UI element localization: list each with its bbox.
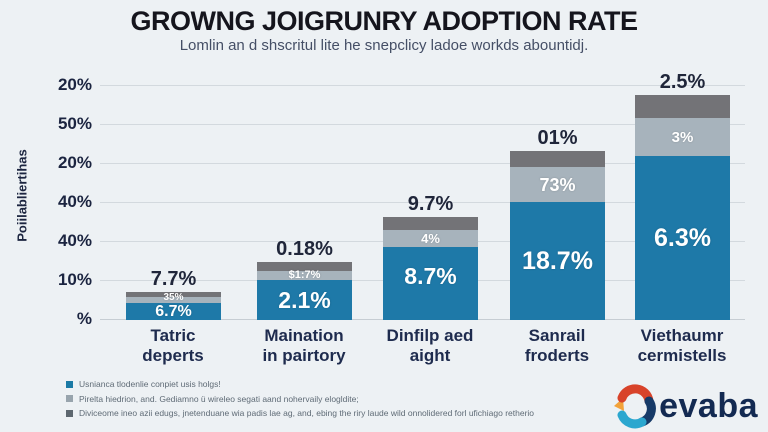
- segment-value-label: 6.7%: [155, 302, 192, 320]
- legend-swatch-light-gray: [66, 395, 73, 402]
- bar-segment-light: $1:7%: [257, 269, 352, 281]
- legend-item: Pirelta hiedrion, and. Gediamno ü wirele…: [66, 394, 534, 404]
- brand-logo: evaba: [613, 382, 758, 430]
- bar-total-label: 7.7%: [150, 268, 197, 290]
- bar-stack-sanrail: 01% 73% 18.7%: [510, 128, 605, 320]
- gridline: [100, 202, 745, 203]
- y-tick: 50%: [57, 114, 92, 133]
- category-label: Dinfilp aed aight: [386, 326, 474, 365]
- category-label: Tatric deperts: [142, 326, 204, 365]
- y-axis-title: Poiilabliertihas: [14, 149, 30, 242]
- y-tick: 40%: [57, 192, 92, 211]
- bar-total-label: 9.7%: [407, 193, 454, 215]
- category-label: Viethaumr cermistells: [637, 326, 727, 365]
- legend: Usnianca tlodenlie conpiet usis holgs! P…: [66, 379, 534, 423]
- bar-total-label: 0.18%: [276, 238, 333, 260]
- y-tick: 10%: [57, 270, 92, 289]
- category-label: Sanrail froderts: [524, 326, 590, 365]
- segment-value-label: 35%: [163, 291, 184, 303]
- segment-value-label: 2.1%: [278, 286, 331, 313]
- swirl-logo-icon: [614, 384, 656, 429]
- bar-segment-blue: 18.7%: [510, 202, 605, 320]
- page-subtitle: Lomlin an d shscritul lite he snepclicy …: [179, 37, 589, 54]
- bar-segment-dark: [510, 151, 605, 167]
- bar-segment-blue: 6.7%: [126, 303, 221, 320]
- bar-segment-light: 4%: [383, 230, 478, 247]
- legend-item: Usnianca tlodenlie conpiet usis holgs!: [66, 379, 534, 389]
- page-title: GROWNG JOIGRUNRY ADOPTION RATE: [130, 6, 638, 36]
- y-tick: 20%: [57, 75, 92, 94]
- gridline: [100, 124, 745, 125]
- segment-value-label: 8.7%: [404, 263, 457, 289]
- segment-value-label: $1:7%: [288, 269, 321, 281]
- gridline: [100, 163, 745, 164]
- bar-segment-light: 35%: [126, 292, 221, 303]
- bar-segment-dark: [257, 262, 352, 271]
- segment-value-label: 73%: [539, 174, 576, 195]
- bar-segment-light: 73%: [510, 167, 605, 202]
- bar-stack-maination: 0.18% $1:7% 2.1%: [257, 239, 352, 320]
- legend-swatch-blue: [66, 380, 73, 388]
- segment-value-label: 3%: [671, 128, 694, 146]
- bar-stack-dinfilp: 9.7% 4% 8.7%: [383, 194, 478, 320]
- y-tick: 20%: [57, 153, 92, 172]
- segment-value-label: 6.3%: [654, 223, 711, 252]
- gridline: [100, 85, 745, 86]
- legend-item: Diviceome ineo azii edugs, jnetenduane w…: [66, 408, 534, 418]
- bar-segment-dark: [635, 95, 730, 118]
- category-label: Maination in pairtory: [262, 326, 346, 365]
- segment-value-label: 18.7%: [522, 246, 593, 275]
- bar-segment-dark: [383, 217, 478, 230]
- bar-segment-light: 3%: [635, 118, 730, 156]
- bar-segment-dark: [126, 292, 221, 297]
- y-tick: 40%: [57, 231, 92, 250]
- bar-segment-blue: 2.1%: [257, 280, 352, 320]
- bar-stack-tatric: 7.7% 35% 6.7%: [126, 269, 221, 320]
- segment-value-label: 4%: [421, 231, 440, 246]
- y-tick: %: [76, 309, 92, 328]
- bar-total-label: 2.5%: [659, 71, 706, 93]
- brand-logo-text: evaba: [659, 387, 758, 425]
- bar-total-label: 01%: [537, 127, 578, 149]
- legend-swatch-dark-gray: [66, 409, 73, 417]
- bar-stack-viethaumr: 2.5% 3% 6.3%: [635, 72, 730, 320]
- bar-segment-blue: 8.7%: [383, 247, 478, 320]
- bar-segment-blue: 6.3%: [635, 156, 730, 320]
